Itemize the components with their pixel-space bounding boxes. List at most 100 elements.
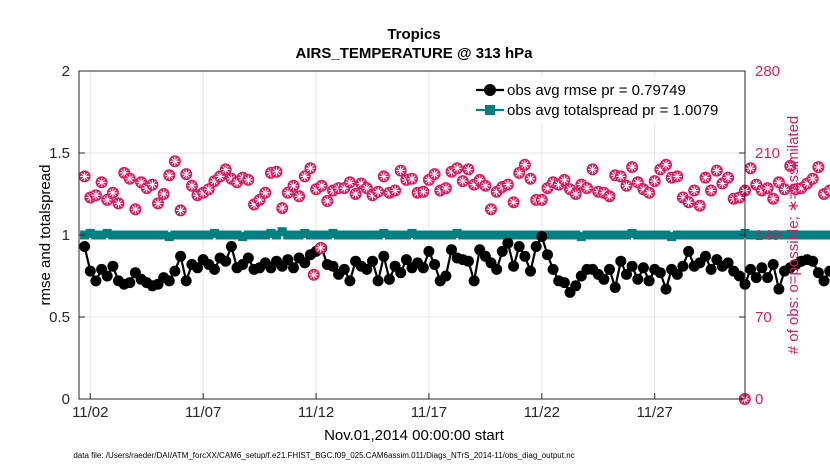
- totalspread-point: [147, 230, 157, 240]
- obs-count-spoke: [222, 165, 230, 173]
- totalspread-point: [198, 230, 208, 240]
- obs-count-extra-point: [307, 268, 320, 281]
- obs-count-spoke: [442, 184, 450, 192]
- totalspread-point: [108, 230, 118, 240]
- obs-count-spoke: [521, 161, 529, 169]
- totalspread-point: [238, 232, 248, 242]
- totalspread-point: [706, 230, 716, 240]
- totalspread-point: [582, 230, 592, 240]
- obs-count-spoke: [374, 188, 382, 196]
- obs-count-spoke: [81, 172, 89, 180]
- totalspread-point: [768, 230, 778, 240]
- left-tick-label: 0.5: [49, 309, 70, 326]
- rmse-point: [225, 241, 237, 252]
- rmse-point: [502, 237, 514, 249]
- totalspread-point: [593, 230, 603, 240]
- obs-count-spoke: [617, 172, 625, 180]
- obs-count-point: [377, 170, 390, 183]
- obs-count-spoke: [357, 179, 365, 187]
- obs-count-spoke: [662, 161, 670, 169]
- totalspread-point: [260, 230, 270, 240]
- totalspread-point: [430, 230, 440, 240]
- totalspread-point: [215, 230, 225, 240]
- totalspread-point: [136, 230, 146, 240]
- totalspread-point: [520, 230, 530, 240]
- totalspread-point: [627, 228, 637, 238]
- rmse-point: [818, 275, 830, 287]
- obs-count-point: [750, 178, 763, 191]
- rmse-point: [615, 255, 627, 267]
- obs-count-spoke: [600, 189, 608, 197]
- totalspread-point: [243, 230, 253, 240]
- obs-count-spoke: [673, 172, 681, 180]
- obs-count-point: [304, 162, 317, 175]
- totalspread-point: [226, 230, 236, 240]
- obs-count-point: [648, 175, 661, 188]
- totalspread-point: [763, 230, 773, 240]
- obs-count-point: [518, 158, 531, 171]
- obs-count-point: [129, 203, 142, 216]
- totalspread-point: [176, 230, 186, 240]
- obs-count-point: [343, 176, 356, 189]
- obs-count-point: [705, 184, 718, 197]
- obs-count-point: [462, 163, 475, 176]
- rmse-point: [643, 275, 655, 287]
- totalspread-point: [701, 230, 710, 240]
- footer-data-file: data file: /Users/raeder/DAI/ATM_forcXX/…: [73, 451, 574, 460]
- totalspread-point: [588, 230, 598, 240]
- totalspread-point: [221, 230, 231, 240]
- totalspread-point: [565, 230, 575, 240]
- rmse-point: [542, 249, 553, 261]
- obs-count-spoke: [171, 157, 179, 165]
- obs-count-spoke: [747, 164, 755, 172]
- chart-title: Tropics: [387, 26, 440, 43]
- legend: obs avg rmse pr = 0.79749 obs avg totals…: [476, 77, 741, 123]
- rmse-point: [733, 270, 745, 282]
- totalspread-point: [622, 230, 631, 240]
- obs-count-spoke: [273, 168, 281, 176]
- obs-count-spoke: [735, 193, 743, 202]
- obs-count-point: [699, 171, 712, 184]
- obs-count-point: [106, 186, 119, 199]
- rmse-point: [378, 250, 390, 262]
- rmse-point: [90, 275, 102, 287]
- totalspread-point: [543, 230, 552, 240]
- obs-count-point: [163, 169, 176, 182]
- rmse-point: [525, 265, 536, 277]
- obs-count-spoke: [289, 182, 298, 190]
- rmse-point: [671, 268, 683, 280]
- obs-count-point: [479, 179, 492, 192]
- obs-count-point: [123, 172, 136, 185]
- totalspread-point: [548, 230, 558, 240]
- totalspread-point: [356, 230, 366, 240]
- right-tick-label: 140: [755, 227, 780, 244]
- legend-spread-label: obs avg totalspread pr = 1.0079: [507, 102, 718, 119]
- totalspread-point: [413, 230, 423, 240]
- totalspread-point: [605, 230, 614, 240]
- obs-count-point: [693, 199, 706, 212]
- obs-count-point: [660, 158, 672, 171]
- legend-rmse-label: obs avg rmse pr = 0.79749: [507, 82, 686, 99]
- obs-count-spoke: [651, 177, 659, 185]
- obs-count-point: [507, 196, 520, 209]
- rmse-point: [468, 275, 480, 287]
- obs-count-spoke: [346, 178, 354, 186]
- obs-count-spoke: [131, 205, 139, 213]
- rmse-point: [745, 263, 757, 275]
- totalspread-point: [119, 230, 129, 240]
- totalspread-point: [576, 232, 586, 242]
- totalspread-point: [791, 230, 801, 240]
- obs-count-spoke: [114, 199, 123, 207]
- rmse-point: [807, 255, 819, 267]
- obs-count-spoke: [622, 182, 631, 190]
- rmse-point: [536, 231, 548, 243]
- right-tick-label: 0: [755, 391, 763, 408]
- obs-count-extra-point: [314, 241, 327, 254]
- obs-count-point: [569, 188, 582, 200]
- totalspread-point: [153, 230, 163, 240]
- totalspread-point: [159, 230, 169, 240]
- obs-count-point: [270, 165, 283, 178]
- totalspread-point: [142, 230, 152, 240]
- obs-count-spoke: [538, 196, 546, 204]
- obs-count-point: [744, 162, 757, 175]
